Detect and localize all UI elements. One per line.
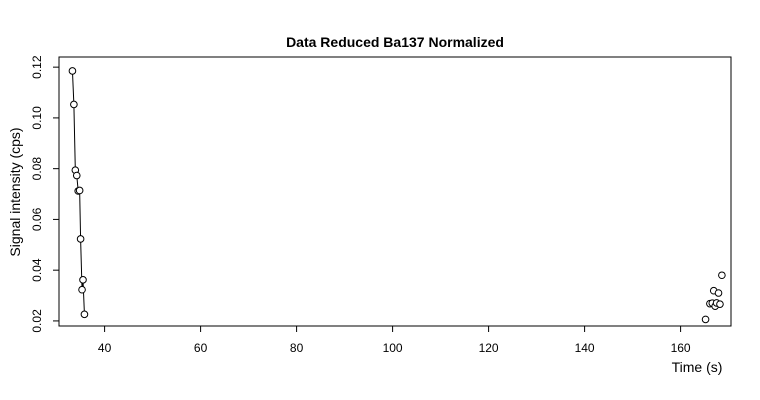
plot-frame bbox=[58, 56, 732, 327]
data-point bbox=[78, 285, 86, 294]
y-tick-label: 0.08 bbox=[30, 157, 44, 181]
data-point bbox=[79, 276, 87, 284]
y-tick-label: 0.06 bbox=[30, 207, 44, 231]
y-tick-label: 0.12 bbox=[30, 55, 44, 79]
data-point bbox=[80, 310, 89, 319]
data-point bbox=[70, 100, 78, 109]
y-axis: 0.02 0.04 0.06 0.08 0.10 0.12 bbox=[30, 55, 60, 333]
y-tick-label: 0.02 bbox=[30, 309, 44, 333]
x-tick-label: 140 bbox=[575, 341, 595, 355]
series-layer bbox=[68, 67, 726, 324]
x-tick-label: 120 bbox=[479, 341, 499, 355]
data-point bbox=[68, 67, 77, 75]
x-tick-label: 40 bbox=[98, 341, 112, 355]
chart-title: Data Reduced Ba137 Normalized bbox=[286, 34, 504, 50]
x-axis-label: Time (s) bbox=[672, 359, 723, 375]
x-tick-label: 100 bbox=[383, 341, 403, 355]
x-axis: 40 60 80 100 120 140 160 bbox=[98, 325, 691, 355]
y-tick-label: 0.10 bbox=[30, 106, 44, 130]
data-point bbox=[714, 289, 723, 297]
y-tick-label: 0.04 bbox=[30, 258, 44, 282]
data-point bbox=[718, 271, 726, 280]
data-point bbox=[76, 235, 85, 243]
x-tick-label: 60 bbox=[194, 341, 208, 355]
data-point bbox=[716, 300, 724, 308]
data-point bbox=[72, 171, 81, 180]
data-point bbox=[701, 315, 710, 324]
data-point bbox=[75, 186, 84, 195]
y-axis-label: Signal intensity (cps) bbox=[7, 127, 23, 256]
x-tick-label: 160 bbox=[671, 341, 691, 355]
x-tick-label: 80 bbox=[290, 341, 304, 355]
